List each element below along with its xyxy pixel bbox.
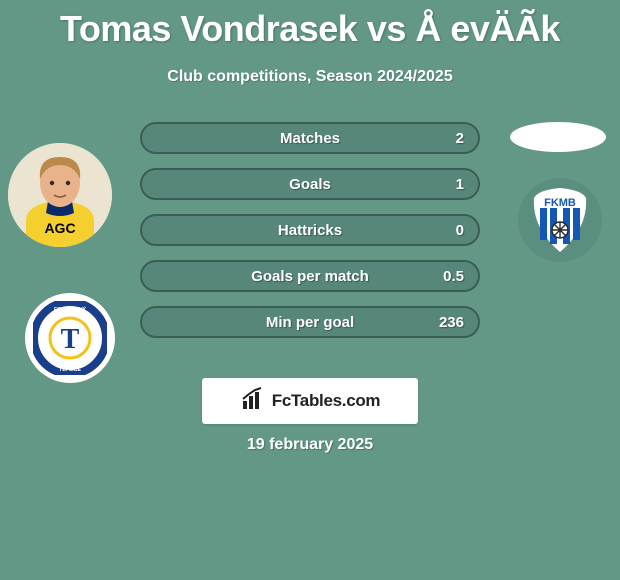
player2-photo-placeholder [510,122,606,152]
chart-icon [240,386,266,417]
stat-label: Goals [289,176,331,193]
page-title: Tomas Vondrasek vs Å evÄÃ­k [0,0,620,50]
svg-text:T: T [61,324,80,355]
svg-text:FOTBALOVÝ: FOTBALOVÝ [54,306,87,313]
club2-logo: FKMB [518,178,602,262]
player1-photo: AGC [8,143,112,247]
svg-text:AGC: AGC [44,220,75,236]
stat-value-right: 2 [456,130,464,147]
svg-text:TEPLICE: TEPLICE [59,367,81,373]
stat-row-hattricks: Hattricks 0 [140,214,480,246]
branding-badge: FcTables.com [202,378,418,424]
subtitle: Club competitions, Season 2024/2025 [0,68,620,86]
stat-row-mpg: Min per goal 236 [140,306,480,338]
stat-value-right: 236 [439,314,464,331]
stat-label: Goals per match [251,268,369,285]
stat-label: Matches [280,130,340,147]
stat-row-goals: Goals 1 [140,168,480,200]
branding-text: FcTables.com [272,391,381,411]
stat-row-matches: Matches 2 [140,122,480,154]
date-label: 19 february 2025 [0,436,620,454]
stat-label: Hattricks [278,222,342,239]
stat-row-gpm: Goals per match 0.5 [140,260,480,292]
stats-panel: Matches 2 Goals 1 Hattricks 0 Goals per … [140,122,480,352]
stat-value-right: 1 [456,176,464,193]
stat-value-right: 0.5 [443,268,464,285]
stat-value-right: 0 [456,222,464,239]
club1-logo: T FOTBALOVÝ TEPLICE [25,293,115,383]
svg-text:FKMB: FKMB [544,197,576,209]
stat-label: Min per goal [266,314,354,331]
